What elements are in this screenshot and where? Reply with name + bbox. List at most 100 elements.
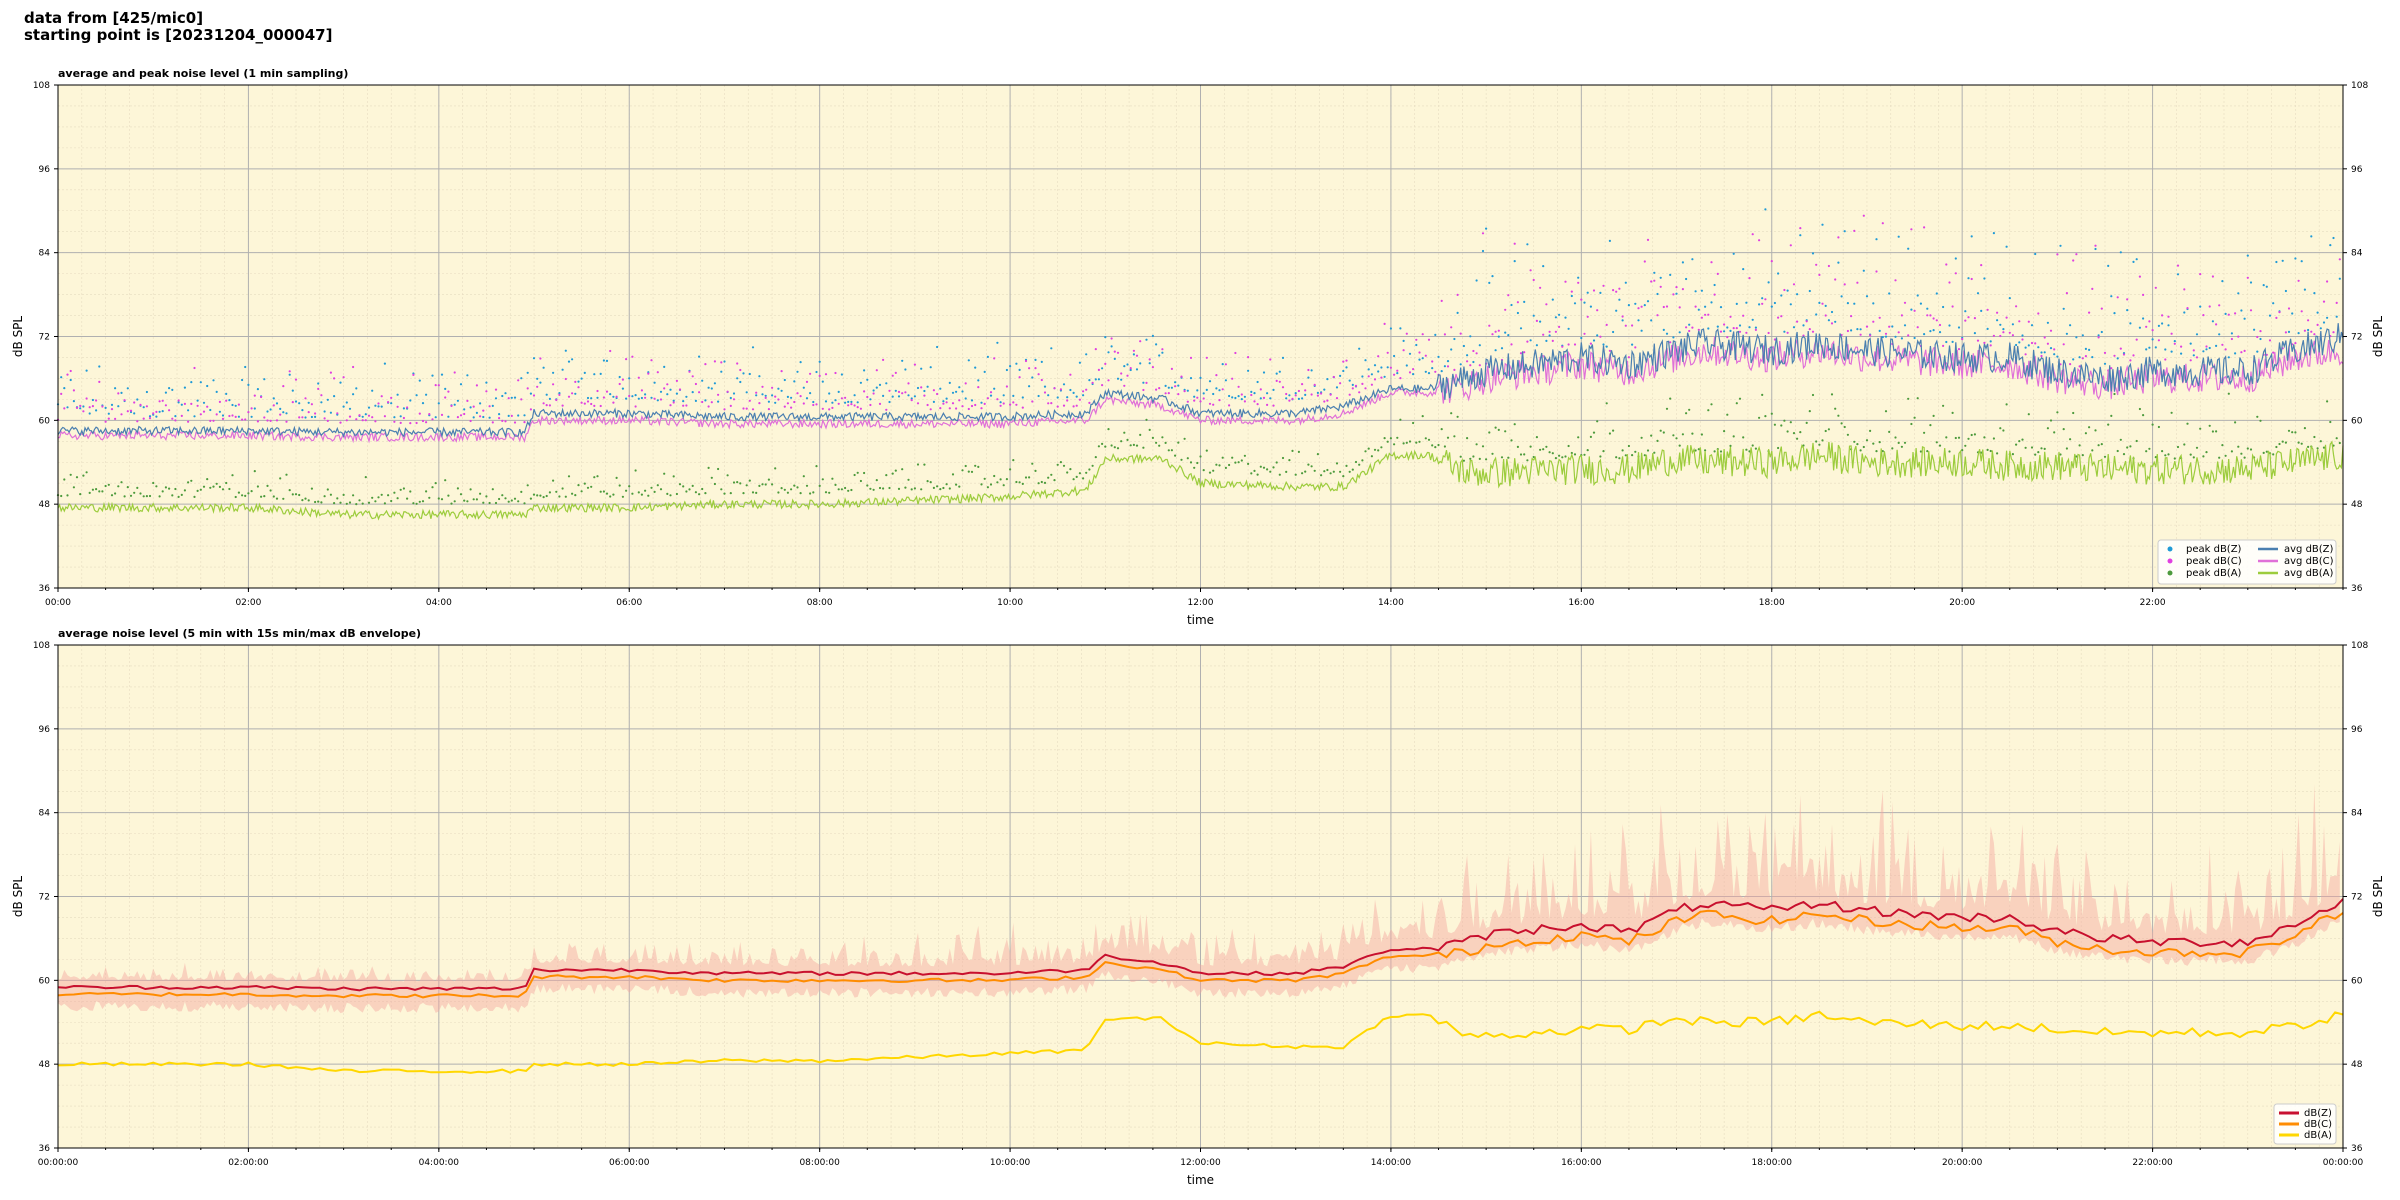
peak-point [1926, 314, 1929, 317]
peak-point [1558, 313, 1561, 316]
peak-point [2322, 300, 2326, 303]
peak-point [815, 370, 818, 374]
peak-point [517, 414, 520, 417]
peak-point [466, 399, 469, 402]
peak-point [1513, 260, 1516, 263]
peak-point [1221, 388, 1224, 391]
peak-point [1205, 388, 1208, 391]
peak-point [1853, 440, 1856, 443]
peak-point [520, 377, 523, 380]
peak-point [955, 407, 958, 410]
peak-point [761, 393, 764, 396]
peak-point [1412, 421, 1415, 425]
peak-point [510, 414, 513, 417]
peak-point [1424, 437, 1427, 440]
peak-point [1307, 376, 1310, 379]
peak-point [1164, 441, 1167, 444]
peak-point [2043, 447, 2046, 450]
peak-point [1970, 235, 1973, 238]
peak-point [951, 473, 955, 476]
peak-point [1738, 324, 1742, 327]
peak-point [720, 361, 723, 364]
peak-point [1472, 349, 1475, 353]
peak-point [1069, 468, 1072, 471]
line-series-avg-db-a- [57, 440, 2344, 521]
peak-point [863, 369, 866, 372]
peak-point [463, 408, 466, 411]
peak-point [1792, 326, 1796, 329]
peak-point [491, 488, 494, 491]
peak-point [723, 360, 726, 363]
peak-point [2224, 454, 2227, 457]
peak-point [1504, 430, 1507, 433]
peak-point [2256, 350, 2259, 353]
peak-point [2249, 448, 2253, 451]
peak-point [837, 488, 840, 491]
peak-point [2300, 442, 2303, 445]
peak-point [418, 379, 421, 382]
peak-point [542, 402, 545, 405]
peak-point [812, 491, 815, 494]
peak-point [2192, 354, 2195, 357]
peak-point [640, 493, 644, 496]
peak-point [1323, 470, 1326, 473]
peak-point [1507, 294, 1510, 297]
peak-point [1567, 327, 1570, 330]
peak-point [736, 362, 739, 365]
peak-point [1123, 384, 1126, 387]
peak-point [75, 406, 79, 409]
peak-point [802, 402, 805, 405]
peak-point [1259, 397, 1262, 400]
peak-point [2157, 339, 2160, 342]
peak-point [1234, 351, 1237, 355]
peak-point [644, 489, 647, 492]
peak-point [2176, 264, 2180, 267]
peak-point [777, 491, 780, 494]
peak-point [1174, 454, 1177, 457]
peak-point [1903, 441, 1907, 444]
peak-point [1412, 368, 1415, 371]
peak-point [634, 394, 637, 397]
peak-point [269, 489, 272, 492]
peak-point [2065, 292, 2068, 295]
peak-point [561, 404, 564, 407]
peak-point [1945, 436, 1948, 439]
peak-point [523, 502, 526, 505]
peak-point [348, 407, 352, 410]
peak-point [1110, 337, 1113, 340]
peak-point [999, 478, 1002, 481]
peak-point [1738, 397, 1742, 400]
peak-point [101, 405, 104, 408]
peak-point [2037, 312, 2040, 315]
peak-point [647, 372, 650, 375]
peak-point [1094, 378, 1097, 381]
peak-point [1034, 469, 1037, 472]
peak-point [2256, 335, 2259, 339]
peak-point [659, 488, 663, 491]
peak-point [1208, 471, 1212, 474]
peak-point [1002, 484, 1005, 487]
peak-point [980, 401, 983, 404]
data-source-label: data from [425/mic0] [24, 9, 204, 27]
y-tick-label-left: 72 [39, 893, 50, 903]
peak-point [989, 483, 993, 486]
peak-point [758, 402, 761, 405]
peak-point [685, 490, 688, 493]
peak-point [285, 412, 288, 415]
peak-point [948, 381, 951, 384]
peak-point [1164, 392, 1167, 395]
peak-point [2313, 435, 2316, 439]
peak-point [1126, 363, 1129, 366]
peak-point [771, 394, 774, 397]
peak-point [1199, 400, 1202, 403]
peak-point [1945, 340, 1948, 344]
peak-point [110, 408, 114, 411]
peak-point [69, 369, 72, 373]
peak-point [1783, 419, 1786, 422]
peak-point [1754, 447, 1757, 450]
peak-point [1535, 344, 1538, 347]
peak-point [1999, 427, 2002, 430]
peak-point [1259, 388, 1262, 391]
peak-point [2167, 324, 2170, 327]
peak-point [1843, 425, 1846, 429]
